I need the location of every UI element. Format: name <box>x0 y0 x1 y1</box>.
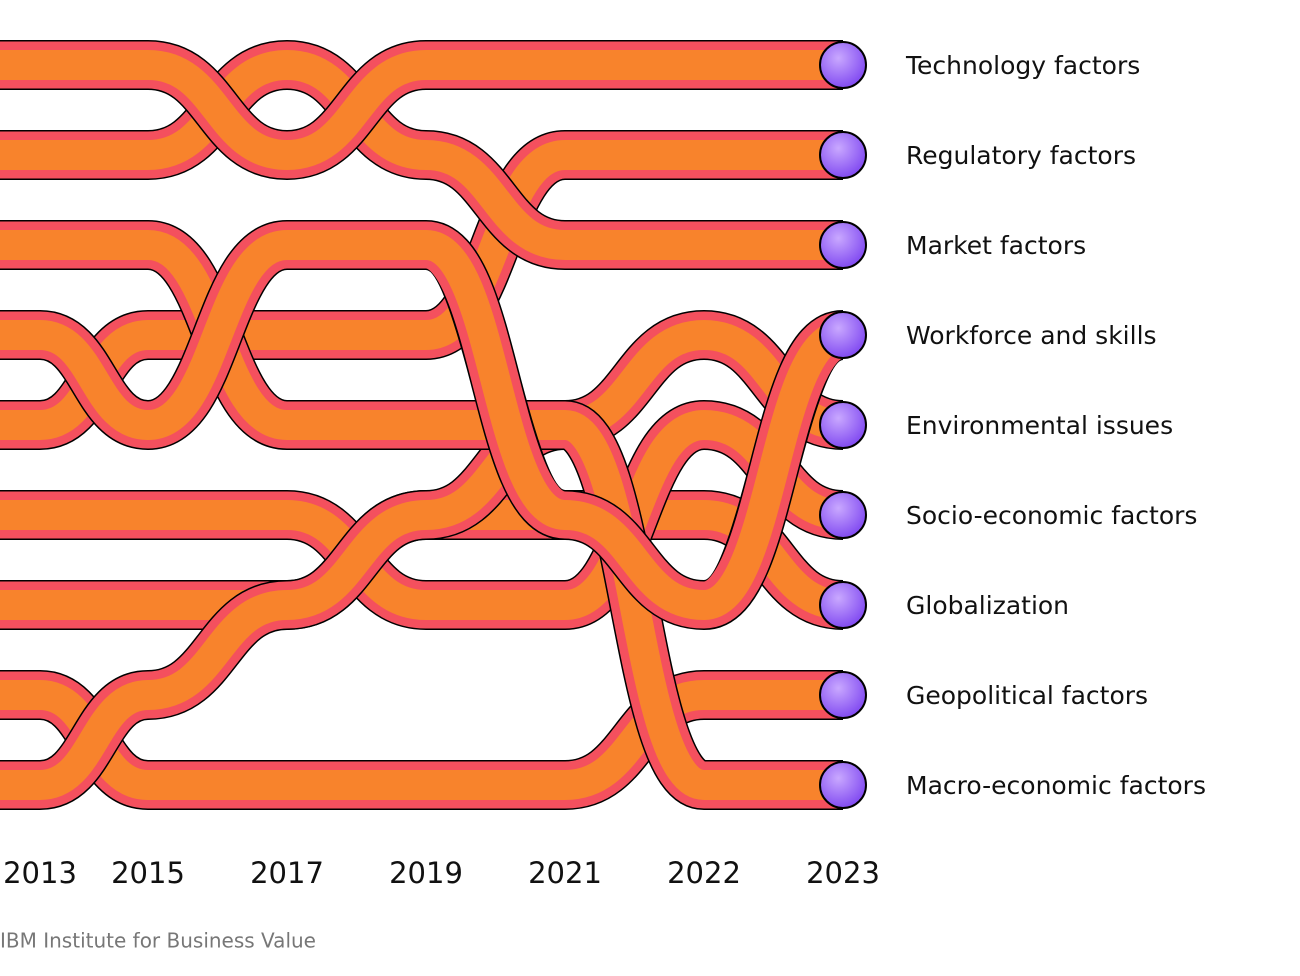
x-tick-label: 2021 <box>528 856 602 890</box>
series-line <box>0 129 843 450</box>
series-line <box>0 399 845 631</box>
series-line <box>0 219 843 811</box>
line <box>0 409 845 621</box>
line <box>0 319 845 800</box>
series-label: Workforce and skills <box>906 321 1157 350</box>
source: IBM Institute for Business Value <box>0 929 316 953</box>
series-label: Regulatory factors <box>906 141 1136 170</box>
line <box>0 229 843 801</box>
series-line <box>0 219 848 631</box>
x-tick-label: 2022 <box>667 856 741 890</box>
x-tick-label: 2015 <box>111 856 185 890</box>
series-line <box>0 669 843 811</box>
end-marker <box>819 671 867 719</box>
series-line <box>0 309 845 810</box>
series-label: Environmental issues <box>906 411 1173 440</box>
end-marker <box>819 41 867 89</box>
end-marker <box>819 221 867 269</box>
end-marker <box>819 311 867 359</box>
series-label: Geopolitical factors <box>906 681 1148 710</box>
end-marker <box>819 761 867 809</box>
end-marker <box>819 581 867 629</box>
series-label: Globalization <box>906 591 1069 620</box>
line <box>0 679 843 801</box>
line <box>0 229 846 621</box>
line <box>0 49 843 261</box>
series-label: Socio-economic factors <box>906 501 1197 530</box>
x-tick-label: 2013 <box>3 856 77 890</box>
end-marker <box>819 491 867 539</box>
end-marker <box>819 131 867 179</box>
x-tick-label: 2023 <box>806 856 880 890</box>
line <box>0 49 843 171</box>
series-label: Market factors <box>906 231 1086 260</box>
x-tick-label: 2019 <box>389 856 463 890</box>
end-marker <box>819 401 867 449</box>
series-line <box>0 39 843 181</box>
series-label: Technology factors <box>905 51 1140 80</box>
line <box>0 139 843 440</box>
series-line <box>0 39 843 271</box>
x-tick-label: 2017 <box>250 856 324 890</box>
series-label: Macro-economic factors <box>906 771 1206 800</box>
